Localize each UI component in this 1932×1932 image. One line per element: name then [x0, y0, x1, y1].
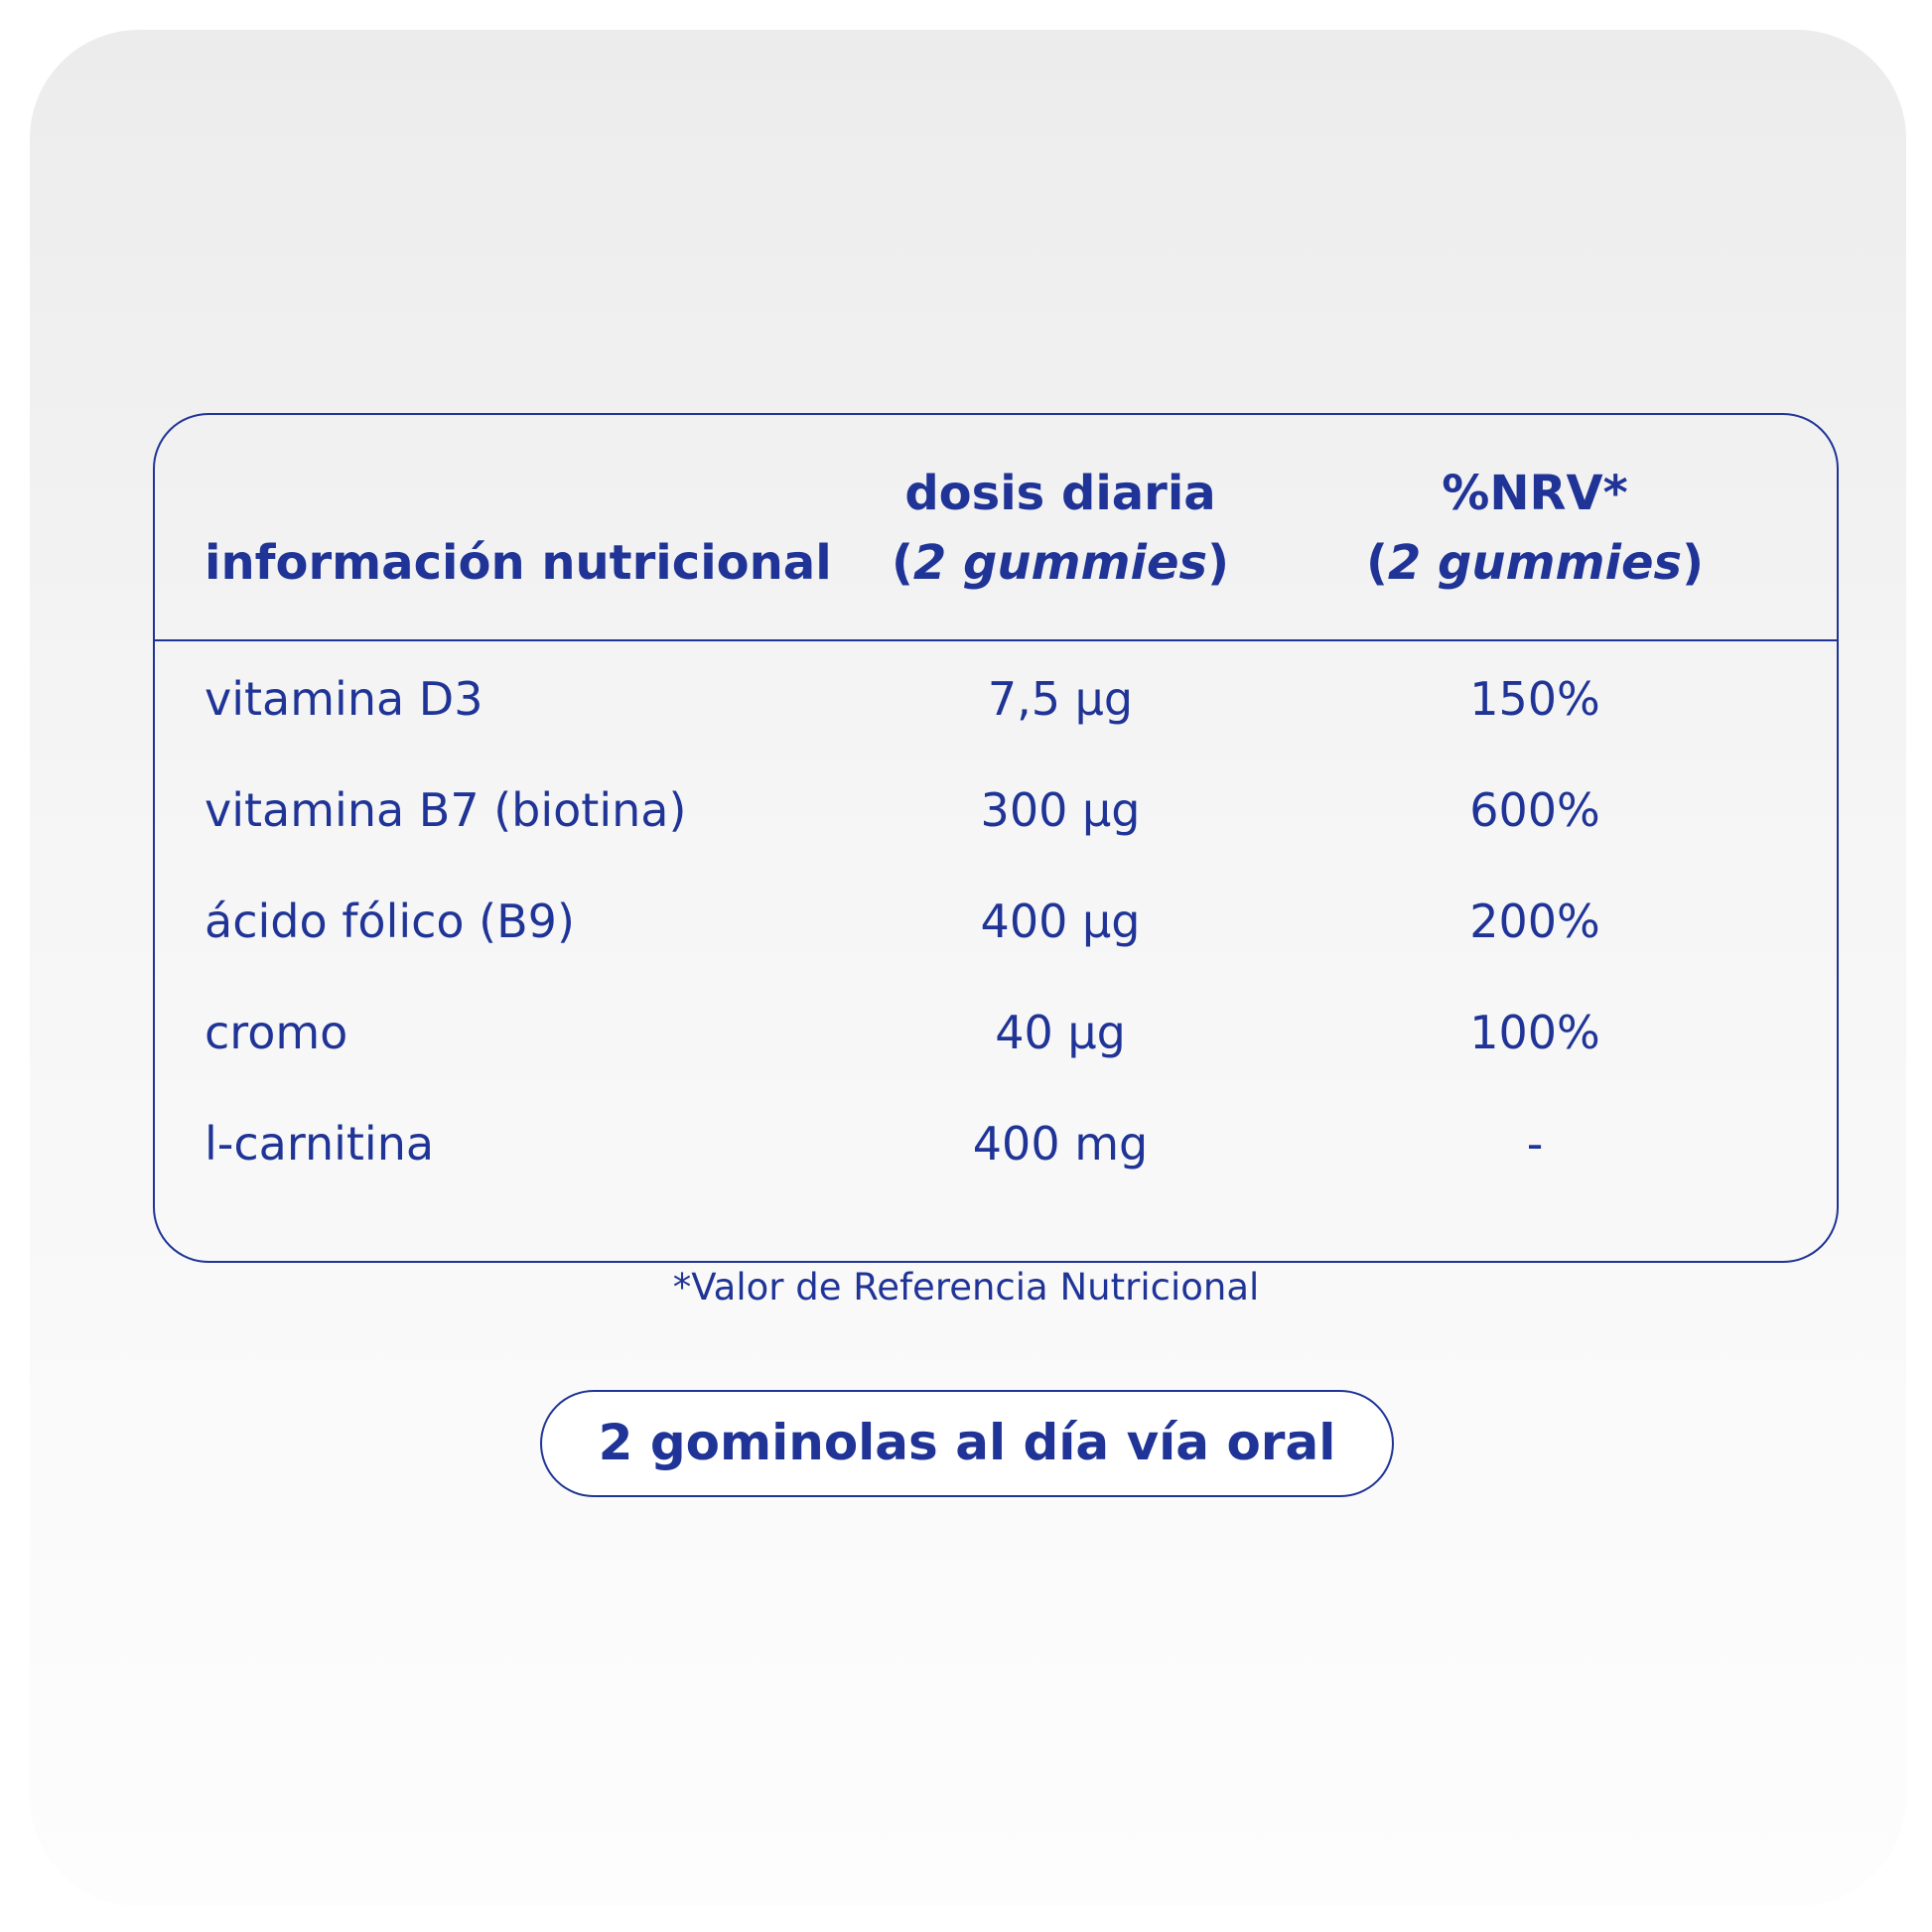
nutrient-dose: 300 µg — [980, 783, 1141, 837]
nutrient-name: vitamina B7 (biotina) — [205, 783, 687, 837]
nutrient-nrv: - — [1526, 1117, 1544, 1171]
nutrient-nrv: 600% — [1469, 783, 1600, 837]
table-row: ácido fólico (B9) 400 µg 200% — [155, 892, 1837, 1003]
nutrition-table: información nutricional dosis diaria (2 … — [153, 413, 1839, 1263]
nutrient-dose: 400 µg — [980, 895, 1141, 948]
nutrient-dose: 400 mg — [972, 1117, 1149, 1171]
nrv-footnote: *Valor de Referencia Nutricional — [672, 1266, 1260, 1309]
nutrient-name: l-carnitina — [205, 1117, 435, 1171]
header-daily-dose: dosis diaria (2 gummies) — [852, 459, 1269, 598]
table-body: vitamina D3 7,5 µg 150% vitamina B7 (bio… — [155, 669, 1837, 1225]
header-daily-dose-title: dosis diaria — [904, 466, 1216, 521]
table-header: información nutricional dosis diaria (2 … — [155, 415, 1837, 641]
table-row: cromo 40 µg 100% — [155, 1003, 1837, 1114]
table-row: vitamina B7 (biotina) 300 µg 600% — [155, 780, 1837, 892]
table-row: vitamina D3 7,5 µg 150% — [155, 669, 1837, 780]
header-nrv-qty: (2 gummies) — [1365, 535, 1705, 591]
header-daily-dose-qty: (2 gummies) — [891, 535, 1230, 591]
nutrient-name: cromo — [205, 1006, 348, 1059]
nutrient-dose: 7,5 µg — [987, 672, 1134, 726]
nutrient-dose: 40 µg — [995, 1006, 1126, 1059]
header-nutrition-info: información nutricional — [205, 535, 832, 591]
nutrient-name: ácido fólico (B9) — [205, 895, 575, 948]
dosage-badge: 2 gominolas al día vía oral — [540, 1390, 1394, 1497]
nutrient-nrv: 100% — [1469, 1006, 1600, 1059]
nutrient-nrv: 150% — [1469, 672, 1600, 726]
nutrient-name: vitamina D3 — [205, 672, 483, 726]
header-nrv: %NRV* (2 gummies) — [1326, 459, 1743, 598]
nutrient-nrv: 200% — [1469, 895, 1600, 948]
header-nrv-title: %NRV* — [1442, 466, 1628, 521]
table-row: l-carnitina 400 mg - — [155, 1114, 1837, 1225]
background-card: información nutricional dosis diaria (2 … — [30, 30, 1906, 1906]
